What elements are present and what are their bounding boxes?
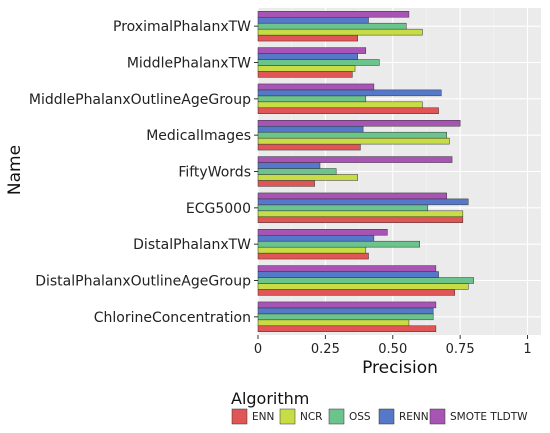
- bar: [257, 156, 453, 163]
- legend-key: [429, 408, 446, 425]
- bar: [257, 168, 337, 175]
- bar: [257, 283, 469, 290]
- bar: [257, 95, 367, 103]
- bar: [257, 174, 358, 181]
- bar: [257, 234, 375, 242]
- legend-label: RENN: [399, 411, 429, 423]
- bar: [257, 229, 388, 236]
- bar: [257, 137, 450, 145]
- y-axis-title: Name: [5, 145, 25, 195]
- bar: [257, 210, 464, 218]
- category-labels: ProximalPhalanxTW MiddlePhalanxTW MiddlePh…: [29, 19, 258, 326]
- x-axis-ticks: 0 0.25 0.50 0.75 1: [254, 335, 532, 357]
- legend-label: ENN: [252, 411, 274, 423]
- bar: [257, 59, 380, 66]
- bar: [257, 162, 321, 169]
- category-label: DistalPhalanxTW: [133, 237, 251, 253]
- category-label: MiddlePhalanxOutlineAgeGroup: [29, 92, 251, 108]
- legend-key: [279, 408, 296, 425]
- bar: [257, 143, 361, 151]
- bar: [257, 289, 456, 296]
- bar: [257, 120, 461, 127]
- legend-key: [378, 408, 395, 425]
- x-tick-label: 0.75: [446, 342, 475, 357]
- x-tick-label: 0.50: [378, 342, 407, 357]
- category-label: MiddlePhalanxTW: [127, 56, 251, 72]
- bar: [257, 65, 356, 72]
- legend-label: SMOTE TLDTW: [450, 411, 528, 423]
- legend-label: OSS: [349, 411, 371, 423]
- bar: [257, 301, 437, 309]
- bar: [257, 325, 437, 332]
- bar: [257, 89, 442, 97]
- legend-key: [231, 408, 248, 425]
- bar: [257, 11, 410, 18]
- bar: [257, 47, 367, 54]
- bar: [257, 307, 434, 315]
- category-label: ProximalPhalanxTW: [113, 19, 251, 35]
- bar: [257, 277, 474, 284]
- bar: [257, 131, 447, 139]
- legend: ENN NCR OSS RENN SMOTE TLDTW: [231, 408, 528, 425]
- bar: [257, 319, 410, 327]
- bar: [257, 28, 423, 36]
- category-label: FiftyWords: [178, 165, 251, 181]
- category-label: DistalPhalanxOutlineAgeGroup: [35, 274, 251, 290]
- bar: [257, 265, 437, 272]
- bar: [257, 71, 353, 78]
- x-tick-label: 0: [254, 342, 262, 357]
- x-tick-label: 1: [523, 342, 531, 357]
- bar: [257, 216, 464, 223]
- x-axis-title: Precision: [362, 358, 438, 378]
- bars: [257, 11, 474, 332]
- bar: [257, 204, 429, 212]
- legend-key: [328, 408, 345, 425]
- category-label: MedicalImages: [146, 128, 251, 144]
- bar: [257, 271, 439, 278]
- legend-title: Algorithm: [231, 389, 309, 408]
- bar: [257, 101, 423, 109]
- bar: [257, 53, 358, 60]
- x-tick-label: 0.25: [311, 342, 340, 357]
- bar: [257, 240, 420, 248]
- category-label: ECG5000: [186, 201, 251, 217]
- bar: [257, 22, 407, 30]
- bar: [257, 198, 469, 206]
- bar: [257, 192, 447, 200]
- bar: [257, 252, 369, 260]
- category-label: ChlorineConcentration: [94, 310, 251, 326]
- bar: [257, 34, 358, 42]
- bar: [257, 180, 315, 187]
- bar: [257, 125, 364, 133]
- bar: [257, 313, 434, 321]
- bar: [257, 83, 375, 91]
- bar: [257, 16, 369, 24]
- legend-label: NCR: [300, 411, 322, 423]
- bar: [257, 107, 439, 114]
- bar: [257, 246, 367, 254]
